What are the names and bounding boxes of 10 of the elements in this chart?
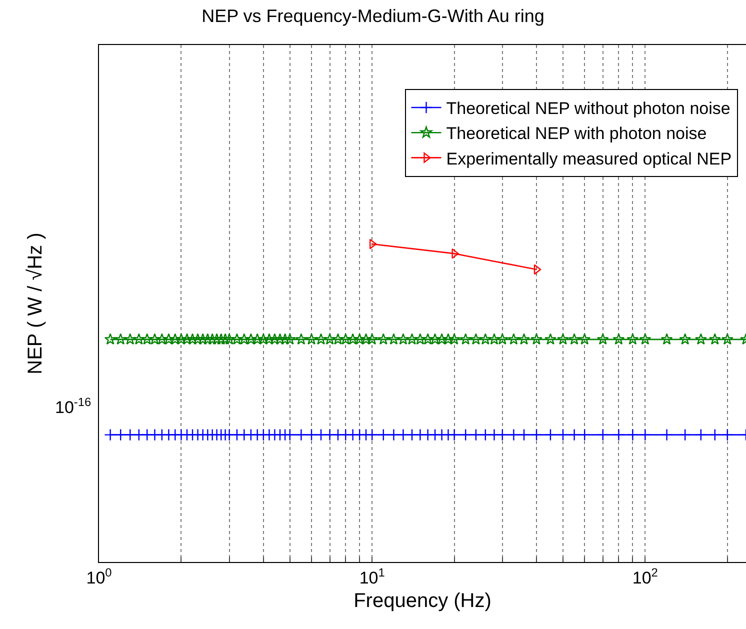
x-tick-label: 10$^{2}$	[632, 565, 658, 588]
x-tick-label: 10$^{1}$	[359, 565, 386, 588]
legend-label: Theoretical NEP with photon noise	[446, 124, 707, 144]
x-axis-title: Frequency (Hz)	[354, 590, 492, 612]
legend-label: Experimentally measured optical NEP	[446, 149, 732, 168]
text: 10$^{-16}$	[55, 395, 92, 418]
x-tick-label: 10$^{0}$	[86, 565, 112, 588]
y-axis-title: NEP ( W / √Hz )	[24, 232, 46, 374]
chart-title: NEP vs Frequency-Medium-G-With Au ring	[202, 6, 544, 26]
legend-label: Theoretical NEP without photon noise	[446, 99, 730, 118]
